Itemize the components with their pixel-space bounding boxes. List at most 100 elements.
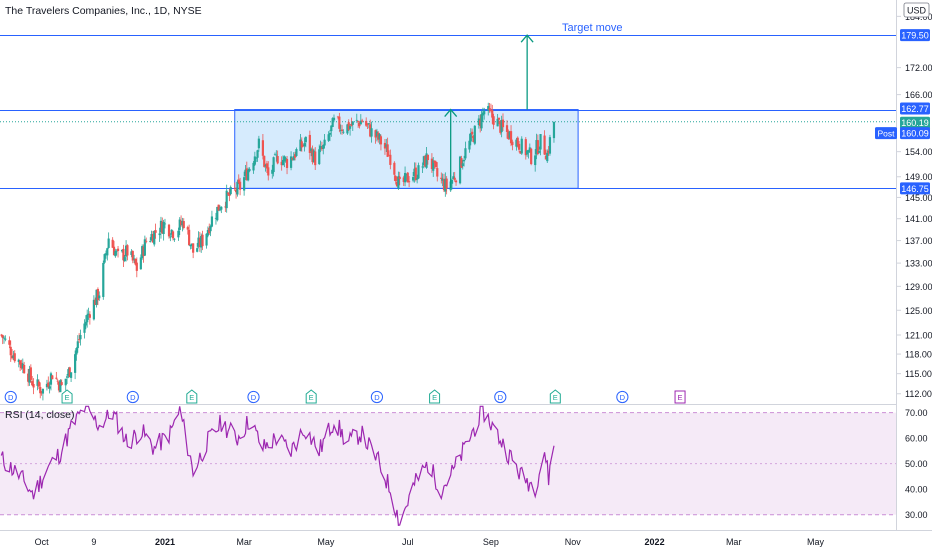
candle-body — [188, 229, 191, 246]
earnings-marker[interactable] — [61, 389, 73, 404]
candle-body — [170, 229, 173, 235]
event-letter: E — [189, 393, 194, 402]
candle-body — [114, 251, 117, 257]
candle-body — [225, 190, 228, 209]
candle-body — [115, 250, 118, 252]
candle-body — [41, 388, 45, 394]
candle-body — [519, 151, 522, 154]
candle-body — [458, 156, 462, 184]
candle-body — [252, 162, 255, 171]
price-tick-label: 149.00 — [905, 172, 932, 182]
candle-body — [94, 299, 97, 305]
post-market-tag[interactable] — [875, 127, 897, 140]
candle-body — [10, 355, 14, 359]
candle-body — [505, 125, 509, 132]
candle-body — [412, 177, 415, 181]
candle-body — [51, 375, 54, 380]
earnings-marker[interactable] — [674, 390, 686, 404]
dividend-marker[interactable] — [616, 390, 629, 404]
candle-body — [339, 129, 342, 131]
dividend-marker[interactable] — [4, 390, 17, 404]
candle-body — [328, 133, 332, 135]
candle-body — [39, 387, 42, 394]
candle-body — [196, 248, 199, 252]
event-letter: E — [678, 393, 683, 402]
candle-body — [338, 116, 341, 129]
candle-body — [181, 221, 184, 226]
candle-body — [272, 157, 275, 173]
dividend-marker[interactable] — [247, 390, 260, 404]
rsi-line — [0, 405, 555, 526]
candle-body — [8, 340, 11, 345]
candle-body — [320, 147, 324, 150]
earnings-marker[interactable] — [305, 389, 317, 404]
target-price-badge[interactable] — [900, 29, 930, 42]
candle-body — [98, 295, 101, 299]
candle-body — [462, 159, 466, 162]
candle-body — [20, 362, 23, 369]
earnings-marker[interactable] — [186, 389, 198, 404]
post-market-badge[interactable] — [900, 127, 930, 140]
candle-body — [480, 114, 483, 129]
dividend-marker[interactable] — [370, 390, 384, 404]
candle-body — [425, 153, 428, 168]
event-letter: D — [8, 393, 14, 402]
candle-body — [538, 151, 541, 153]
candle-body — [171, 231, 175, 239]
candle-body — [205, 233, 208, 246]
candle-body — [201, 234, 204, 247]
range-bottom-badge[interactable] — [900, 182, 930, 195]
candle-body — [454, 180, 458, 183]
dividend-marker[interactable] — [126, 390, 139, 404]
earnings-marker[interactable] — [549, 389, 561, 404]
candle-body — [314, 151, 317, 166]
time-tick-label: Nov — [565, 537, 582, 547]
event-letter: D — [130, 393, 136, 402]
candle-body — [112, 246, 116, 256]
candle-body — [29, 367, 32, 380]
candle-body — [491, 110, 494, 118]
candle-body — [4, 338, 7, 340]
candle-body — [308, 134, 311, 153]
candlestick-series — [0, 102, 556, 401]
range-top-badge[interactable] — [900, 102, 930, 115]
candle-body — [357, 121, 360, 122]
candle-body — [263, 155, 266, 167]
price-pane[interactable] — [0, 0, 896, 404]
candle-body — [275, 154, 278, 156]
candle-body — [162, 221, 165, 235]
candle-body — [200, 236, 203, 248]
price-axis[interactable]: 184.00172.00166.00154.00149.00145.00141.… — [897, 12, 932, 399]
rsi-axis[interactable]: 70.00 60.00 50.00 40.00 30.00 — [905, 408, 928, 520]
candle-body — [539, 134, 542, 150]
candle-body — [312, 150, 315, 162]
currency-box[interactable] — [903, 2, 930, 18]
earnings-marker[interactable] — [429, 389, 441, 404]
candle-body — [17, 359, 20, 362]
candle-body — [434, 161, 438, 168]
last-price-badge[interactable] — [900, 116, 930, 129]
price-tick-label: 141.00 — [905, 214, 932, 224]
rsi-tick-label: 50.00 — [905, 459, 928, 469]
candle-body — [450, 179, 454, 184]
post-market-badge-text: 160.09 — [901, 129, 929, 139]
candle-body — [237, 179, 240, 183]
candle-body — [64, 378, 67, 386]
candle-body — [74, 354, 77, 373]
dividend-marker[interactable] — [494, 390, 507, 404]
candle-body — [292, 156, 295, 161]
price-tick-label: 118.00 — [905, 350, 932, 360]
price-tick-label: 166.00 — [905, 90, 932, 100]
candle-body — [244, 169, 247, 177]
candle-body — [189, 244, 192, 247]
candle-body — [302, 145, 305, 147]
candle-body — [444, 178, 447, 192]
time-axis[interactable]: Oct 9 2021 Mar May Jul Sep Nov 2022 Mar May — [35, 537, 825, 547]
price-tick-label: 154.00 — [905, 147, 932, 157]
candle-body — [430, 158, 434, 169]
candle-body — [65, 376, 69, 378]
candle-body — [149, 241, 152, 242]
candle-body — [9, 346, 12, 356]
candle-body — [216, 206, 219, 221]
